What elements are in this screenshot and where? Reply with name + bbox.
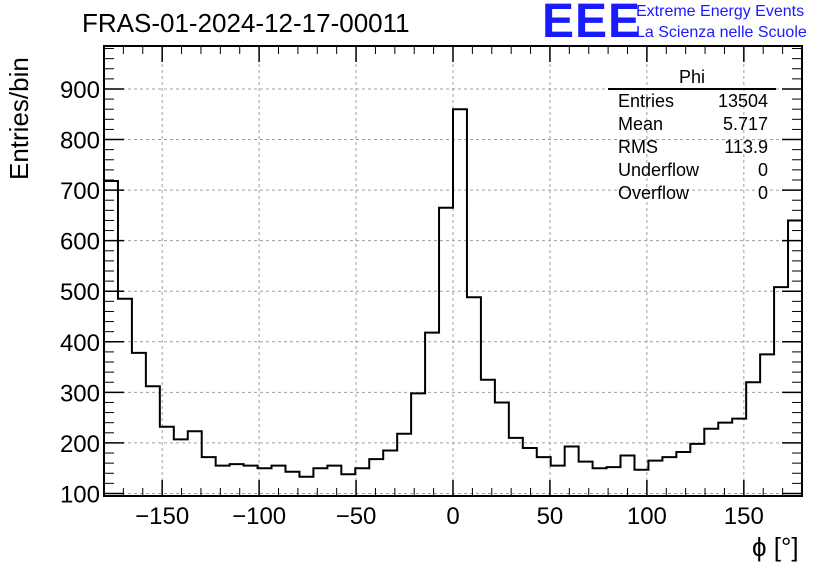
y-tick-label: 200	[60, 431, 100, 458]
plot-frame	[103, 45, 803, 497]
y-tick-label: 700	[60, 178, 100, 205]
stats-title: Phi	[608, 66, 776, 90]
x-axis-label: ϕ [°]	[752, 532, 799, 562]
stats-row-rms: RMS 113.9	[608, 136, 776, 159]
stats-row-entries: Entries 13504	[608, 90, 776, 113]
stats-row-underflow: Underflow 0	[608, 159, 776, 182]
stats-label: Underflow	[618, 160, 700, 180]
y-tick-label: 600	[60, 229, 100, 256]
stats-value: 5.717	[722, 114, 768, 134]
stats-label: Overflow	[618, 183, 690, 203]
y-tick-label: 800	[60, 128, 100, 155]
tick-labels: −150 −100 −50 0 50 100 150 100 200 300 400 500 600 70…	[60, 77, 764, 530]
y-tick-label: 900	[60, 77, 100, 104]
x-tick-label: −150	[135, 503, 189, 530]
y-axis-label: Entries/bin	[4, 57, 34, 180]
y-tick-label: 300	[60, 380, 100, 407]
x-tick-label: 50	[537, 503, 564, 530]
x-tick-label: −100	[232, 503, 286, 530]
x-tick-label: 0	[446, 503, 459, 530]
x-tick-label: 150	[724, 503, 764, 530]
chart-title: FRAS-01-2024-12-17-00011	[82, 8, 410, 38]
x-tick-label: −50	[336, 503, 377, 530]
stats-label: RMS	[618, 137, 658, 157]
axis-ticks	[104, 46, 802, 496]
x-tick-label: 100	[627, 503, 667, 530]
y-tick-label: 500	[60, 279, 100, 306]
histogram-outline	[104, 108, 802, 478]
stats-box: Phi Entries 13504 Mean 5.717 RMS 113.9 U…	[608, 66, 776, 205]
grid-lines	[104, 46, 802, 496]
stats-row-overflow: Overflow 0	[608, 182, 776, 205]
stats-value: 13504	[717, 91, 768, 111]
stats-value: 0	[757, 183, 768, 203]
stats-label: Mean	[618, 114, 664, 134]
stats-label: Entries	[618, 91, 675, 111]
y-tick-label: 400	[60, 330, 100, 357]
stats-row-mean: Mean 5.717	[608, 113, 776, 136]
stats-value: 0	[757, 160, 768, 180]
logo-subtitle-2: La Scienza nelle Scuole	[636, 24, 807, 41]
logo-subtitle-1: Extreme Energy Events	[636, 3, 805, 20]
stats-value: 113.9	[724, 137, 768, 157]
eee-logo: EEE	[542, 0, 642, 48]
y-tick-label: 100	[60, 481, 100, 508]
